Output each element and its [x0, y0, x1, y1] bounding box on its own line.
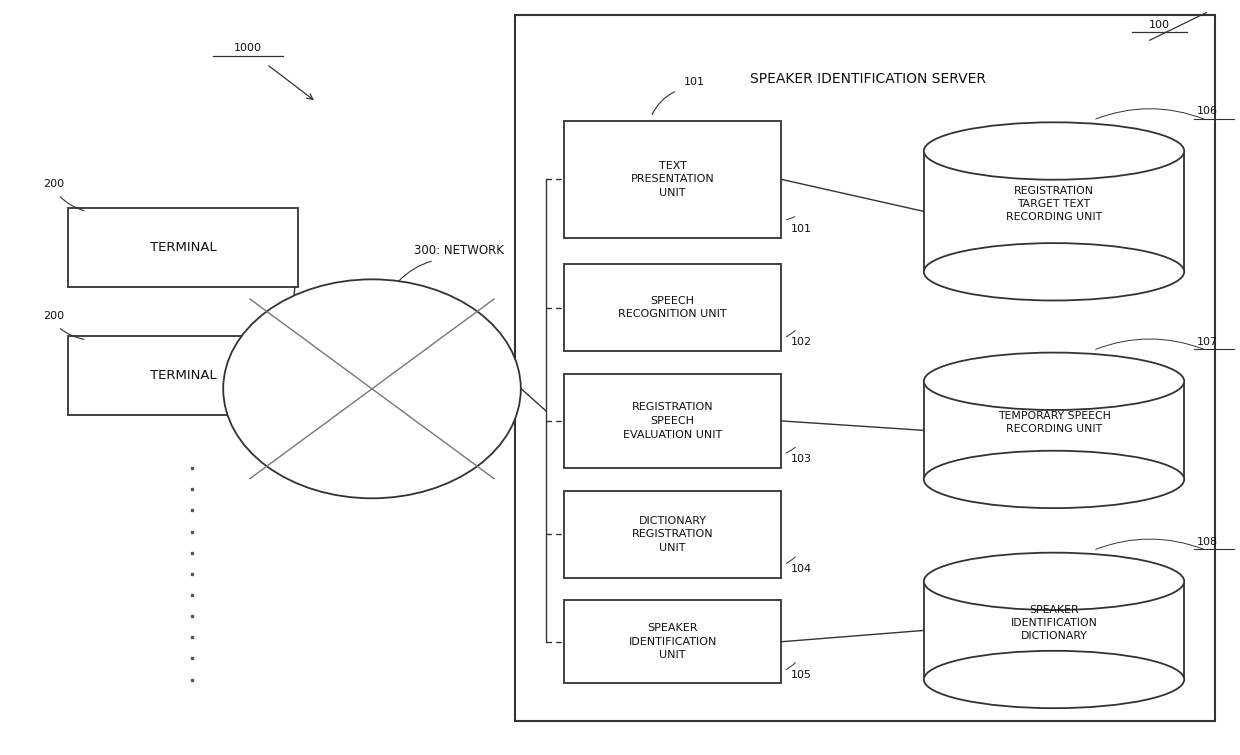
Ellipse shape [223, 279, 521, 498]
Bar [515, 15, 1215, 721]
Bar [564, 264, 781, 351]
Text: TEMPORARY SPEECH
RECORDING UNIT: TEMPORARY SPEECH RECORDING UNIT [997, 411, 1111, 434]
Text: TEXT
PRESENTATION
UNIT: TEXT PRESENTATION UNIT [631, 161, 714, 198]
Text: SPEAKER IDENTIFICATION SERVER: SPEAKER IDENTIFICATION SERVER [750, 72, 986, 86]
Text: 104: 104 [791, 564, 812, 574]
Text: SPEECH
RECOGNITION UNIT: SPEECH RECOGNITION UNIT [619, 296, 727, 319]
Text: SPEAKER
IDENTIFICATION
DICTIONARY: SPEAKER IDENTIFICATION DICTIONARY [1011, 605, 1097, 641]
Text: 200: 200 [43, 311, 64, 321]
Text: REGISTRATION
TARGET TEXT
RECORDING UNIT: REGISTRATION TARGET TEXT RECORDING UNIT [1006, 186, 1102, 222]
Bar [924, 581, 1184, 680]
Text: DICTIONARY
REGISTRATION
UNIT: DICTIONARY REGISTRATION UNIT [632, 516, 713, 553]
Ellipse shape [924, 122, 1184, 180]
Text: 102: 102 [791, 337, 812, 347]
Text: 101: 101 [683, 77, 704, 87]
Text: REGISTRATION
SPEECH
EVALUATION UNIT: REGISTRATION SPEECH EVALUATION UNIT [622, 402, 723, 439]
Bar [564, 491, 781, 578]
Text: 107: 107 [1197, 337, 1218, 347]
Ellipse shape [924, 553, 1184, 610]
Text: 100: 100 [1149, 20, 1169, 30]
Text: TERMINAL: TERMINAL [150, 241, 216, 254]
Bar [924, 151, 1184, 272]
Bar [68, 336, 298, 415]
Ellipse shape [924, 353, 1184, 410]
Bar [564, 121, 781, 238]
Text: 1000: 1000 [234, 43, 262, 53]
Text: 300: NETWORK: 300: NETWORK [414, 244, 503, 257]
Bar [564, 600, 781, 683]
Text: 103: 103 [791, 455, 812, 464]
Bar [924, 381, 1184, 479]
Text: 105: 105 [791, 670, 812, 680]
Ellipse shape [924, 243, 1184, 300]
Text: SPEAKER
IDENTIFICATION
UNIT: SPEAKER IDENTIFICATION UNIT [629, 623, 717, 661]
Bar [68, 208, 298, 287]
Text: TERMINAL: TERMINAL [150, 369, 216, 382]
Text: 108: 108 [1197, 537, 1218, 547]
Ellipse shape [924, 451, 1184, 508]
Text: 101: 101 [791, 224, 812, 234]
Text: 200: 200 [43, 179, 64, 189]
Ellipse shape [924, 651, 1184, 708]
Text: 106: 106 [1197, 106, 1218, 116]
Bar [564, 374, 781, 468]
